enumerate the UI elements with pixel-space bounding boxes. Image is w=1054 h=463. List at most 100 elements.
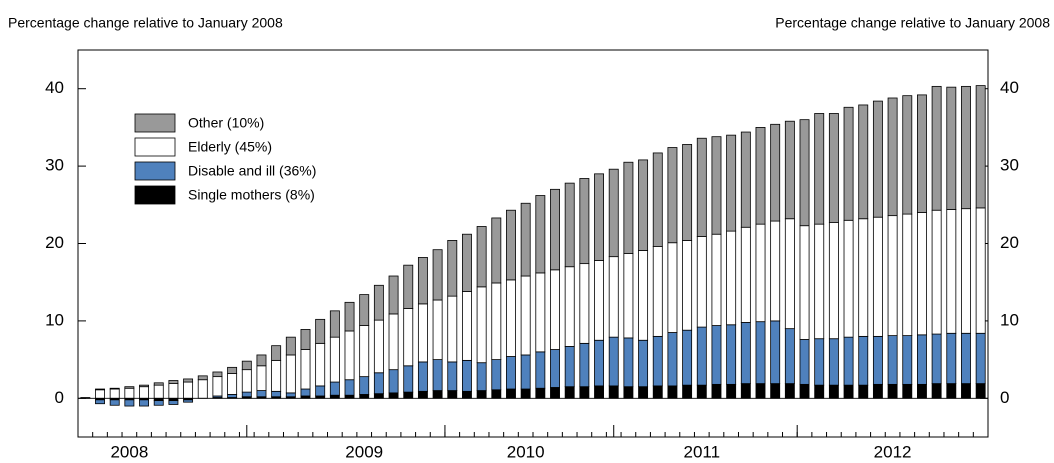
bar-segment [506,279,516,357]
y-tick-label: 30 [45,156,64,175]
bar-segment [417,257,428,305]
bar-segment [682,384,693,399]
bar-segment [623,386,634,399]
bar-segment [740,383,751,399]
bar-segment [608,385,619,399]
bar-segment [447,240,458,297]
bar-segment [843,106,854,221]
bar-segment [946,383,957,399]
bar-segment [550,387,560,399]
bar-segment [608,168,619,258]
bar-segment [784,120,795,220]
bar-segment [417,361,428,392]
bar-segment [887,215,898,337]
bar-segment [520,354,531,390]
bar-segment [579,342,590,388]
bar-segment [755,127,766,225]
bar-segment [315,342,326,387]
bar-segment [843,219,854,338]
bar-segment [462,291,472,361]
bar-segment [535,195,546,274]
bar-segment [550,269,560,350]
bar-segment [550,349,560,388]
bar-segment [124,399,135,407]
bar-segment [183,378,194,383]
bar-segment [256,354,267,367]
bar-segment [183,381,194,399]
bar-segment [711,325,722,385]
bar-segment [961,85,971,210]
bar-segment [814,113,825,225]
bar-segment [652,152,663,247]
bar-segment [667,332,678,387]
bar-segment [153,384,164,399]
x-tick-label: 2010 [507,442,545,461]
bar-segment [491,359,502,391]
bar-segment [344,379,355,396]
bar-segment [388,392,399,399]
bar-segment [682,240,693,331]
bar-segment [696,326,707,386]
bar-segment [711,136,722,235]
legend-label: Elderly (45%) [188,139,272,155]
bar-segment [388,369,399,394]
bar-segment [168,380,179,384]
bar-segment [359,376,370,395]
bar-segment [373,284,384,321]
bar-segment [550,188,560,271]
bar-segment [139,384,149,388]
bar-segment [711,383,722,399]
bar-segment [931,383,942,399]
bar-segment [315,385,326,397]
bar-segment [388,313,399,371]
bar-segment [300,349,311,390]
bar-segment [476,226,487,288]
bar-segment [271,345,282,361]
bar-segment [344,330,355,381]
bar-segment [931,333,942,384]
bar-segment [564,182,575,268]
bar-segment [241,360,252,371]
bar-segment [197,375,208,381]
y2-tick-label: 20 [1000,233,1019,252]
bar-segment [711,233,722,326]
bar-segment [814,223,825,340]
bar-segment [168,400,179,405]
bar-segment [682,144,693,241]
bar-segment [638,250,649,341]
bar-segment [373,393,384,399]
bar-segment [755,223,766,323]
bar-segment [417,390,428,399]
x-tick-label: 2012 [874,442,912,461]
bar-segment [124,386,135,389]
bar-segment [212,371,223,378]
bar-segment [770,123,781,222]
bar-segment [153,382,164,386]
x-tick-label: 2011 [684,442,721,461]
y-axis-title: Percentage change relative to January 20… [8,15,283,31]
bar-segment [799,339,810,385]
bar-segment [432,249,443,301]
bar-segment [535,272,546,353]
bar-segment [638,159,649,251]
bar-segment [946,332,957,384]
y-tick-label: 40 [45,78,64,97]
bar-segment [858,218,869,337]
bar-segment [109,399,120,406]
bar-segment [858,104,869,220]
bar-segment [638,386,649,399]
bar-segment [917,383,927,399]
bar-segment [579,263,590,344]
bar-segment [506,209,516,281]
bar-segment [740,131,751,228]
bar-segment [667,147,678,244]
bar-segment [946,86,957,210]
bar-segment [95,399,105,405]
bar-segment [564,266,575,347]
bar-segment [975,332,986,384]
bar-segment [95,388,105,391]
bar-segment [462,233,472,292]
bar-segment [726,324,737,385]
bar-segment [696,384,707,399]
